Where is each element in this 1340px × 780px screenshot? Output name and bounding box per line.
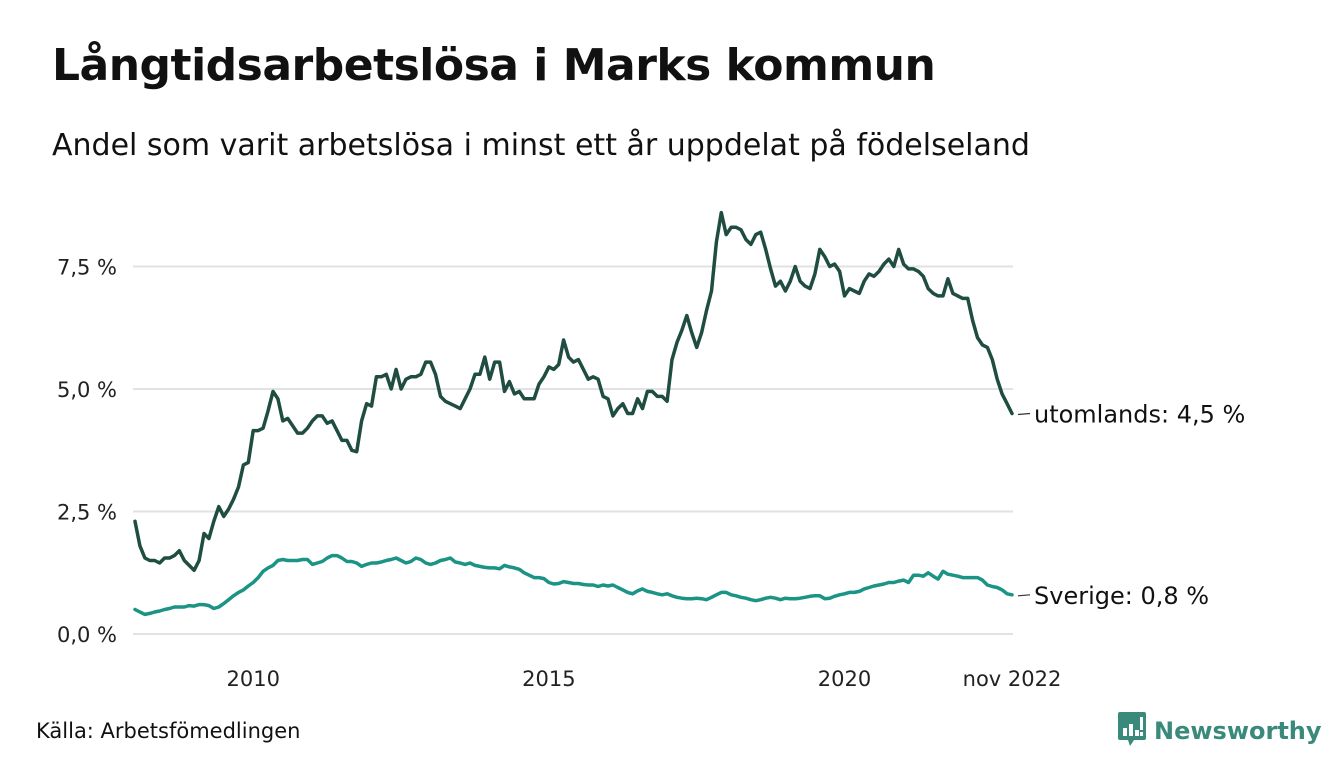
series-lines bbox=[133, 210, 1014, 617]
y-tick-label: 7,5 % bbox=[57, 256, 117, 280]
end-label-utomlands: utomlands: 4,5 % bbox=[1034, 401, 1245, 429]
gridlines bbox=[133, 265, 1013, 635]
y-tick-label: 2,5 % bbox=[57, 501, 117, 525]
x-axis-ticks: 2010 2015 2020 nov 2022 bbox=[227, 667, 1062, 691]
source-note: Källa: Arbetsfömedlingen bbox=[36, 719, 301, 743]
series-line-utomlands bbox=[133, 210, 1014, 573]
x-tick-label: 2015 bbox=[522, 667, 575, 691]
x-tick-label: 2020 bbox=[818, 667, 871, 691]
end-label-leader bbox=[1017, 412, 1031, 416]
end-label-sverige: Sverige: 0,8 % bbox=[1034, 582, 1209, 610]
y-axis-ticks: 0,0 % 2,5 % 5,0 % 7,5 % bbox=[57, 256, 117, 648]
y-tick-label: 5,0 % bbox=[57, 378, 117, 402]
end-label-leader bbox=[1017, 594, 1031, 597]
chart-subtitle: Andel som varit arbetslösa i minst ett å… bbox=[52, 128, 1030, 163]
newsworthy-logo[interactable]: Newsworthy bbox=[1118, 712, 1322, 750]
brand-name: Newsworthy bbox=[1154, 717, 1322, 745]
x-tick-label: 2010 bbox=[227, 667, 280, 691]
chart-title: Långtidsarbetslösa i Marks kommun bbox=[52, 40, 936, 91]
x-tick-label: nov 2022 bbox=[963, 667, 1062, 691]
y-tick-label: 0,0 % bbox=[57, 623, 117, 647]
bar-chart-speech-bubble-icon bbox=[1118, 712, 1146, 750]
end-labels: utomlands: 4,5 % Sverige: 0,8 % bbox=[1017, 401, 1245, 610]
series-line-sverige bbox=[133, 553, 1014, 617]
